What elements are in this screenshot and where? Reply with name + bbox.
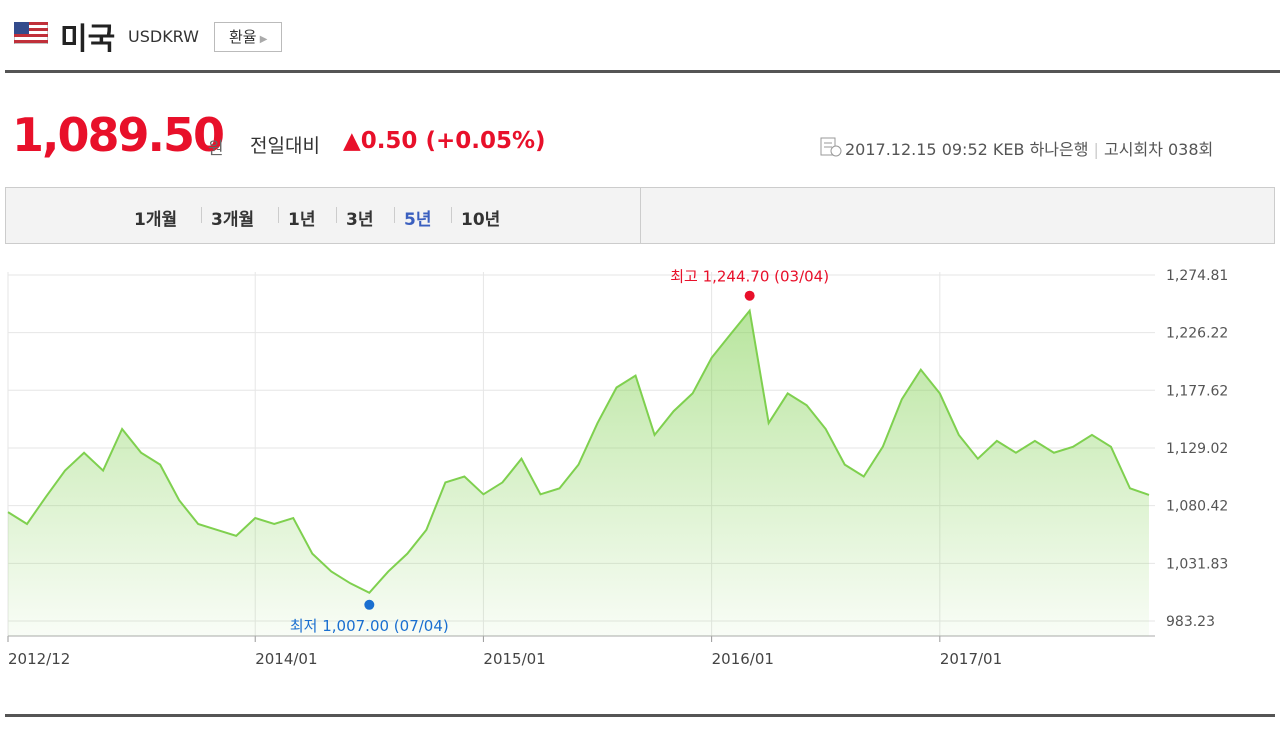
y-tick-label: 1,080.42	[1166, 499, 1228, 515]
x-tick-label: 2012/12	[8, 650, 70, 668]
chart: 983.23 1,031.83 1,080.42 1,129.02 1,177.62 1,…	[7, 268, 1228, 668]
price: 1,089.50	[12, 108, 225, 162]
change: ▲0.50 (+0.05%)	[343, 128, 546, 154]
period-tab[interactable]: 10년	[461, 210, 501, 230]
y-tick-label: 1,177.62	[1166, 383, 1228, 399]
x-tick-label: 2015/01	[483, 650, 545, 668]
period-tab[interactable]: 3개월	[211, 210, 255, 230]
y-tick-label: 1,129.02	[1166, 441, 1228, 457]
code: USDKRW	[128, 27, 199, 46]
area	[8, 310, 1149, 636]
line	[7, 308, 1150, 595]
y-tick-label: 1,031.83	[1166, 556, 1228, 572]
us-flag	[14, 22, 48, 44]
change-label: 전일대비	[250, 135, 320, 157]
x-tick-label: 2016/01	[712, 650, 774, 668]
change-pct: (+0.05%)	[425, 128, 546, 154]
y-tick-label: 1,226.22	[1166, 326, 1228, 342]
period-tab[interactable]: 1개월	[134, 210, 178, 230]
x-tick-label: 2017/01	[940, 650, 1002, 668]
max-marker	[744, 290, 755, 301]
price-unit: 원	[208, 139, 224, 159]
rate-button[interactable]: 환율 ▶	[214, 22, 282, 52]
min-label: 최저 1,007.00 (07/04)	[290, 617, 449, 635]
period-tabs: 1개월 3개월 1년 3년 5년 10년	[5, 187, 1275, 244]
period-tab[interactable]: 5년	[404, 210, 432, 230]
datetime: 2017.12.15 09:52	[845, 140, 988, 159]
max-label: 최고 1,244.70 (03/04)	[670, 268, 829, 286]
country: 미국	[60, 22, 116, 57]
change-value: ▲0.50	[343, 128, 418, 154]
quote-info: 2017.12.15 09:52 KEB 하나은행 | 고시회차 038회	[845, 140, 1214, 159]
divider	[5, 70, 1280, 73]
y-tick-label: 1,274.81	[1166, 268, 1228, 284]
period-tab[interactable]: 3년	[346, 210, 374, 230]
notice: 고시회차 038회	[1104, 140, 1214, 159]
y-tick-label: 983.23	[1166, 614, 1215, 630]
time-icon	[820, 137, 842, 157]
min-marker	[364, 599, 375, 610]
bank: KEB 하나은행	[992, 140, 1089, 159]
x-tick-label: 2014/01	[255, 650, 317, 668]
period-tab[interactable]: 1년	[288, 210, 316, 230]
rate-button-label: 환율	[229, 28, 257, 46]
divider	[5, 714, 1275, 717]
